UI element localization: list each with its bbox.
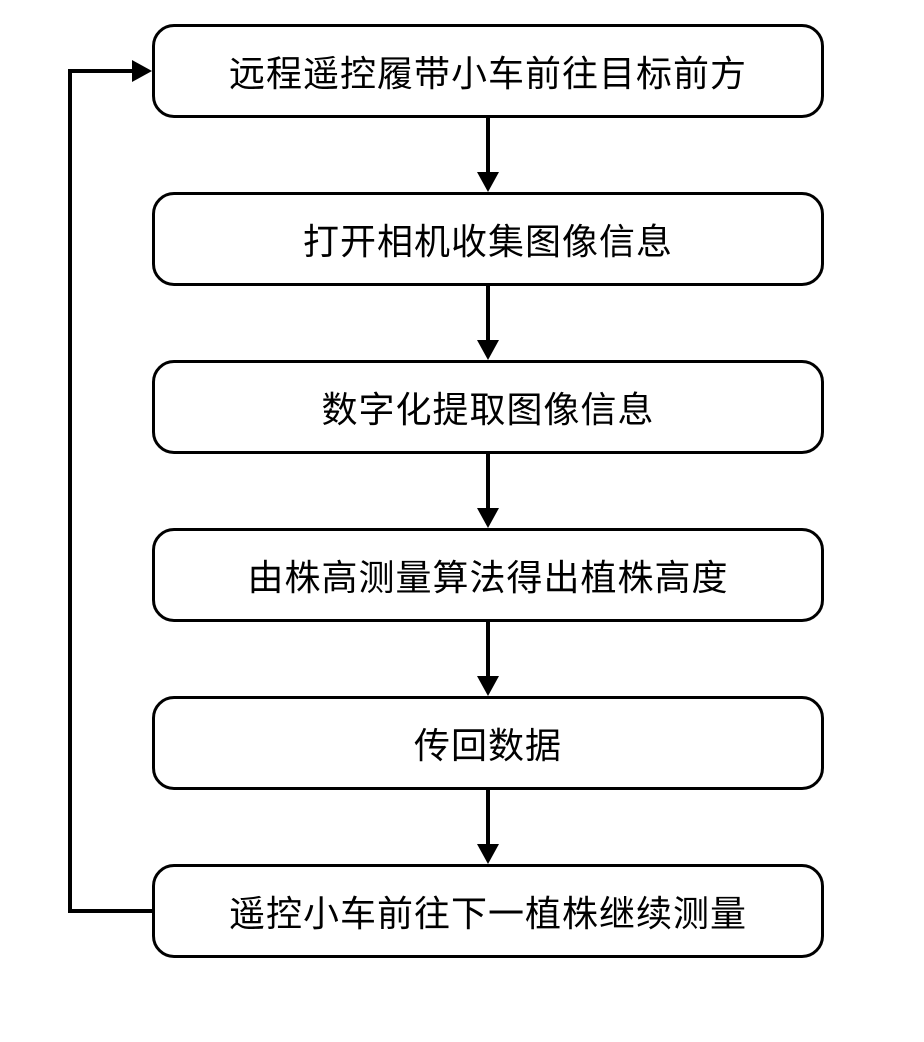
flowchart-container: 远程遥控履带小车前往目标前方 打开相机收集图像信息 数字化提取图像信息 由株高测…	[0, 0, 924, 1042]
flow-node-1-label: 远程遥控履带小车前往目标前方	[229, 45, 747, 97]
flow-node-2-label: 打开相机收集图像信息	[303, 213, 673, 265]
arrow-loop-head	[132, 60, 152, 82]
arrow-2-3-head	[477, 340, 499, 360]
arrow-2-3-line	[486, 286, 490, 340]
arrow-1-2-line	[486, 118, 490, 172]
flow-node-3: 数字化提取图像信息	[152, 360, 824, 454]
flow-node-4: 由株高测量算法得出植株高度	[152, 528, 824, 622]
arrow-4-5-head	[477, 676, 499, 696]
arrow-3-4-line	[486, 454, 490, 508]
flow-node-1: 远程遥控履带小车前往目标前方	[152, 24, 824, 118]
flow-node-5-label: 传回数据	[414, 717, 562, 769]
arrow-5-6-line	[486, 790, 490, 844]
flow-node-6-label: 遥控小车前往下一植株继续测量	[229, 885, 747, 937]
arrow-4-5-line	[486, 622, 490, 676]
arrow-loop-h1	[68, 909, 152, 913]
arrow-5-6-head	[477, 844, 499, 864]
arrow-loop-h2	[68, 69, 132, 73]
flow-node-6: 遥控小车前往下一植株继续测量	[152, 864, 824, 958]
arrow-1-2-head	[477, 172, 499, 192]
flow-node-3-label: 数字化提取图像信息	[321, 381, 654, 433]
flow-node-4-label: 由株高测量算法得出植株高度	[247, 549, 728, 601]
arrow-loop-v	[68, 69, 72, 913]
flow-node-2: 打开相机收集图像信息	[152, 192, 824, 286]
flow-node-5: 传回数据	[152, 696, 824, 790]
arrow-3-4-head	[477, 508, 499, 528]
